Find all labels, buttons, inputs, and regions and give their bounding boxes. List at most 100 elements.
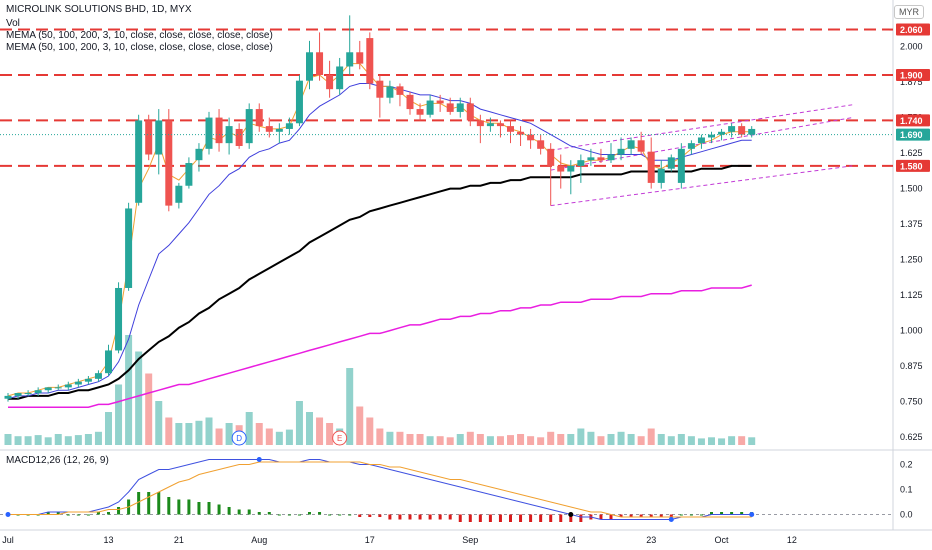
level-badge	[896, 159, 930, 172]
volume-bar	[627, 434, 635, 445]
candle-body	[697, 137, 705, 144]
volume-bar	[406, 434, 414, 445]
macd-histogram-bar	[629, 514, 633, 517]
price-tick-label: 1.250	[900, 255, 923, 265]
candle-body	[346, 52, 354, 67]
candle-body	[185, 163, 193, 186]
level-badge-label: 1.740	[900, 116, 923, 126]
volume-bar	[94, 431, 102, 445]
volume-legend: Vol	[6, 18, 20, 29]
candle-body	[647, 151, 655, 183]
time-tick-label: Sep	[462, 535, 478, 545]
macd-histogram-bar	[187, 499, 191, 515]
candle-body	[627, 140, 635, 149]
macd-histogram-bar	[76, 514, 80, 516]
macd-histogram-bar	[96, 512, 100, 515]
macd-histogram-bar	[348, 514, 352, 516]
volume-bar	[507, 435, 514, 445]
event-marker	[332, 430, 348, 446]
candle-body	[275, 128, 283, 132]
macd-histogram-bar	[720, 512, 724, 515]
symbol-title: MICROLINK SOLUTIONS BHD, 1D, MYX	[6, 4, 192, 15]
volume-bar	[687, 436, 695, 445]
candle-body	[436, 100, 444, 104]
moving-average-line	[7, 83, 752, 400]
candle-body	[577, 160, 585, 166]
candle-body	[295, 80, 303, 124]
signal-line	[8, 461, 752, 518]
volume-bar	[4, 434, 12, 445]
volume-bar	[34, 435, 42, 445]
volume-bar	[728, 436, 736, 445]
volume-bar	[436, 436, 444, 445]
candle-body	[326, 74, 334, 90]
macd-histogram-bar	[740, 512, 744, 515]
mema-legend-2: MEMA (50, 100, 200, 3, 10, close, close,…	[6, 42, 273, 53]
macd-histogram-bar	[137, 492, 141, 515]
candle-body	[74, 381, 82, 385]
candle-body	[255, 109, 263, 127]
macd-histogram-bar	[157, 492, 161, 515]
macd-histogram-bar	[519, 514, 523, 522]
price-tick-label: 0.750	[900, 397, 923, 407]
macd-histogram-bar	[488, 514, 492, 522]
volume-bar	[275, 431, 283, 445]
macd-line	[8, 459, 752, 520]
volume-bar	[125, 335, 133, 445]
candle-body	[125, 208, 133, 288]
last-price-label: 1.690	[900, 130, 923, 140]
candle-body	[466, 103, 474, 121]
event-marker-label: D	[236, 434, 242, 443]
macd-histogram-bar	[388, 514, 392, 520]
volume-bar	[496, 436, 504, 445]
macd-histogram-bar	[710, 512, 713, 515]
macd-cross-marker	[5, 512, 11, 517]
macd-histogram-bar	[86, 514, 90, 516]
time-tick-label: 14	[566, 535, 576, 545]
volume-bar	[637, 436, 645, 445]
macd-histogram-bar	[468, 514, 472, 522]
volume-bar	[426, 436, 434, 445]
price-tick-label: 0.625	[900, 432, 923, 442]
candle-body	[486, 123, 494, 127]
time-tick-label: 23	[646, 535, 656, 545]
macd-tick-label: 0.1	[900, 485, 913, 495]
level-badge-label: 1.900	[900, 70, 923, 80]
macd-histogram-bar	[428, 514, 432, 520]
volume-bar	[84, 434, 92, 445]
candle-body	[386, 86, 394, 98]
candle-body	[657, 168, 665, 183]
macd-histogram-bar	[398, 514, 402, 520]
volume-bar	[135, 351, 143, 445]
price-tick-label: 1.625	[900, 148, 923, 158]
macd-histogram-bar	[328, 514, 332, 516]
currency-badge[interactable]: MYR	[894, 5, 924, 19]
mema-legend-1: MEMA (50, 100, 200, 3, 10, close, close,…	[6, 30, 273, 41]
macd-cross-marker	[256, 457, 262, 462]
volume-bar	[265, 428, 273, 445]
candle-body	[587, 157, 595, 161]
macd-histogram-bar	[509, 514, 512, 522]
volume-bar	[175, 423, 183, 445]
volume-bar	[677, 434, 685, 445]
candle-body	[687, 143, 695, 149]
macd-legend: MACD12,26 (12, 26, 9)	[6, 455, 109, 466]
volume-bar	[44, 437, 52, 445]
volume-bar	[366, 417, 374, 445]
macd-histogram-bar	[297, 514, 301, 516]
macd-histogram-bar	[559, 514, 563, 522]
volume-bar	[185, 423, 193, 445]
candle-body	[356, 52, 364, 64]
macd-histogram-bar	[448, 514, 452, 520]
candle-body	[44, 387, 52, 391]
volume-bar	[446, 437, 454, 445]
macd-histogram-bar	[699, 514, 703, 516]
macd-histogram-bar	[56, 512, 60, 515]
volume-bar	[647, 428, 655, 445]
candle-body	[225, 126, 233, 144]
macd-histogram-bar	[217, 504, 221, 515]
macd-histogram-bar	[408, 514, 412, 520]
candle-body	[416, 109, 424, 115]
macd-tick-label: 0.2	[900, 460, 913, 470]
